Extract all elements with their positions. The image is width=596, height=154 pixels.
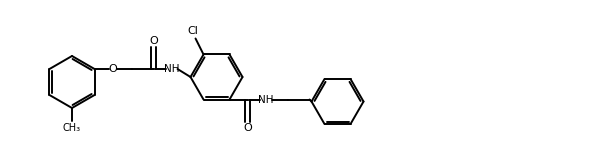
Text: O: O xyxy=(108,64,117,74)
Text: O: O xyxy=(243,123,252,132)
Text: CH₃: CH₃ xyxy=(63,123,81,133)
Text: Cl: Cl xyxy=(187,26,198,36)
Text: NH: NH xyxy=(164,64,179,74)
Text: O: O xyxy=(149,36,158,46)
Text: NH: NH xyxy=(257,95,274,105)
